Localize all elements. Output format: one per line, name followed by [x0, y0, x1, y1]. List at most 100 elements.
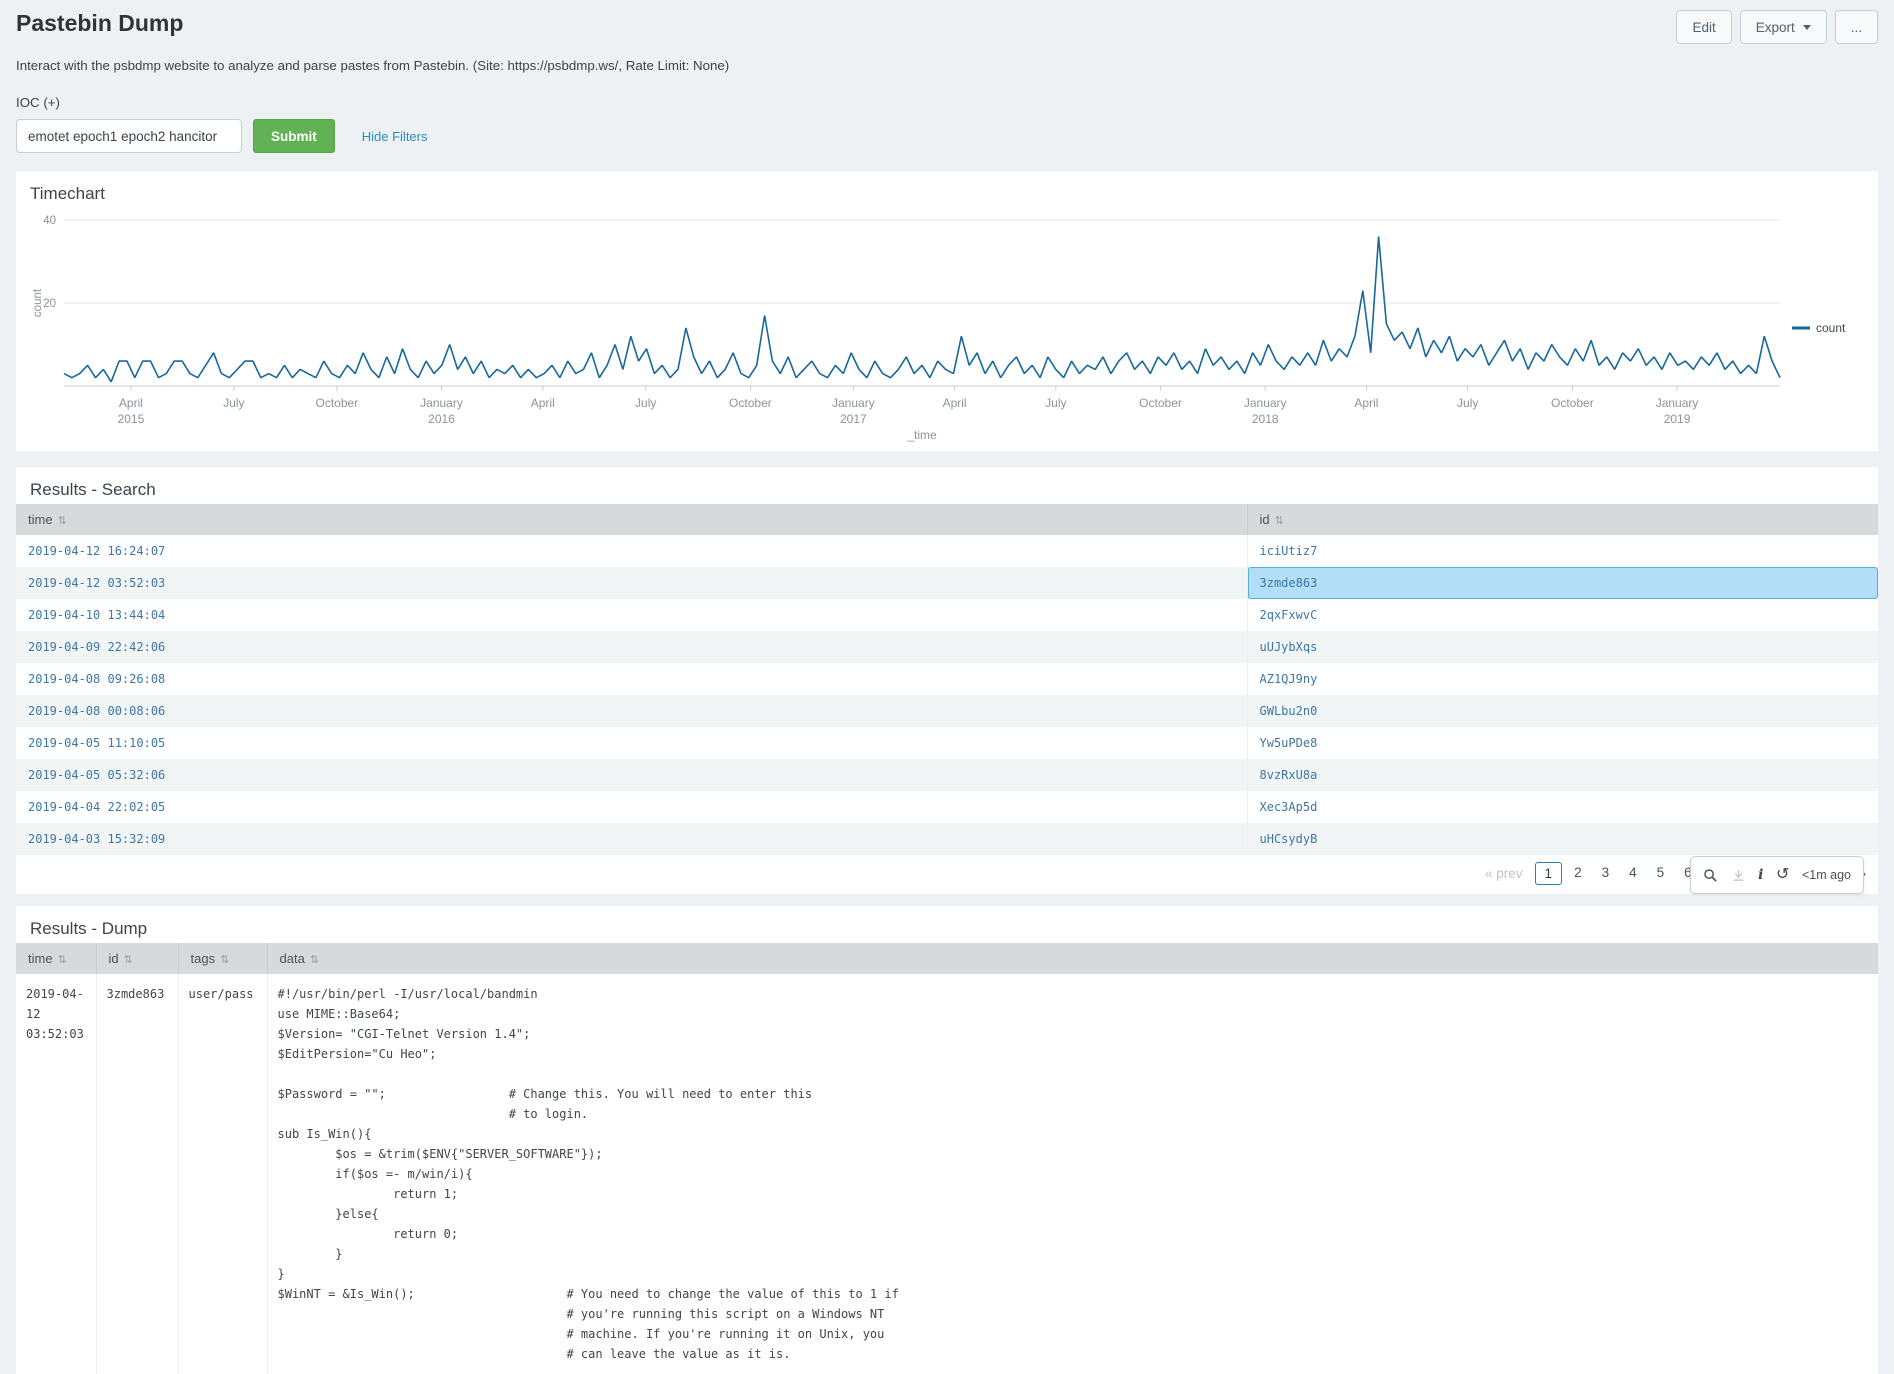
table-row: 2019-04-08 00:08:06 GWLbu2n0 — [16, 695, 1878, 727]
page-button-6[interactable]: 6 — [1684, 865, 1692, 880]
more-button[interactable]: ... — [1834, 10, 1878, 44]
svg-text:April: April — [531, 396, 555, 410]
svg-text:2015: 2015 — [118, 412, 145, 426]
download-icon — [1733, 869, 1743, 881]
search-row-time[interactable]: 2019-04-04 22:02:05 — [16, 791, 1248, 823]
svg-text:October: October — [1139, 396, 1182, 410]
search-row-id[interactable]: Xec3Ap5d — [1259, 800, 1318, 814]
dump-row: 2019-04-12 03:52:03 3zmde863 user/pass #… — [16, 974, 1878, 1374]
export-results-button[interactable] — [1731, 868, 1746, 883]
svg-text:January: January — [1656, 396, 1699, 410]
table-row: 2019-04-10 13:44:04 2qxFxwvC — [16, 599, 1878, 631]
search-row-id[interactable]: 3zmde863 — [1247, 567, 1878, 599]
chevron-down-icon — [1802, 24, 1811, 30]
sort-icon[interactable]: ⇅ — [1274, 515, 1284, 527]
timechart-panel-title: Timechart — [30, 184, 105, 203]
search-row-time[interactable]: 2019-04-10 13:44:04 — [16, 599, 1248, 631]
search-row-time[interactable]: 2019-04-05 11:10:05 — [16, 727, 1248, 759]
column-header-time[interactable]: time ⇅ — [16, 943, 97, 974]
svg-text:count: count — [32, 288, 44, 317]
search-row-id[interactable]: uHCsydyB — [1259, 832, 1318, 846]
search-row-time[interactable]: 2019-04-09 22:42:06 — [16, 631, 1248, 663]
edit-button[interactable]: Edit — [1676, 10, 1732, 44]
sort-icon[interactable]: ⇅ — [220, 954, 230, 966]
svg-text:20: 20 — [43, 298, 56, 310]
search-row-time[interactable]: 2019-04-12 16:24:07 — [16, 535, 1248, 567]
info-icon: i — [1758, 867, 1764, 883]
search-row-id[interactable]: uUJybXqs — [1259, 640, 1318, 654]
filter-controls: Submit Hide Filters — [16, 119, 1878, 153]
svg-text:October: October — [316, 396, 359, 410]
results-dump-title: Results - Dump — [30, 919, 148, 938]
svg-text:count: count — [1816, 321, 1846, 335]
search-row-id[interactable]: Yw5uPDe8 — [1259, 736, 1318, 750]
pagination: « prev 12345678910 next » — [16, 855, 1878, 894]
column-header-tags-label: tags — [190, 951, 216, 966]
search-row-id[interactable]: 8vzRxU8a — [1259, 768, 1318, 782]
panel-hover-toolbar: i ↺ <1m ago — [1690, 856, 1864, 894]
search-row-time[interactable]: 2019-04-08 00:08:06 — [16, 695, 1248, 727]
column-header-data[interactable]: data ⇅ — [267, 943, 1878, 974]
page-button-4[interactable]: 4 — [1629, 865, 1637, 880]
open-in-search-button[interactable] — [1703, 868, 1718, 883]
svg-text:January: January — [1244, 396, 1287, 410]
column-header-time[interactable]: time ⇅ — [16, 504, 1248, 535]
search-row-id[interactable]: 2qxFxwvC — [1259, 608, 1318, 622]
ioc-input[interactable] — [16, 119, 242, 153]
page-button-2[interactable]: 2 — [1574, 865, 1582, 880]
page-button-5[interactable]: 5 — [1656, 865, 1665, 880]
search-row-id[interactable]: AZ1QJ9ny — [1259, 672, 1318, 686]
dump-row-id: 3zmde863 — [96, 974, 179, 1374]
svg-text:2016: 2016 — [428, 412, 455, 426]
results-search-panel: Results - Search time ⇅ id ⇅ 2019-04-12 16… — [16, 467, 1878, 894]
sort-icon[interactable]: ⇅ — [309, 954, 320, 966]
column-header-tags[interactable]: tags ⇅ — [178, 943, 268, 974]
svg-text:January: January — [420, 396, 463, 410]
sort-icon[interactable]: ⇅ — [123, 954, 133, 966]
column-header-data-label: data — [279, 951, 305, 966]
timechart-svg[interactable]: 20 40 April 2015 July October January 2016 April… — [30, 208, 1864, 446]
page-button-1[interactable]: 1 — [1534, 862, 1563, 885]
hide-filters-link[interactable]: Hide Filters — [361, 128, 428, 144]
table-row: 2019-04-05 05:32:06 8vzRxU8a — [16, 759, 1878, 791]
dump-row-data: #!/usr/bin/perl -I/usr/local/bandmin use… — [267, 974, 1878, 1374]
results-dump-panel: Results - Dump time ⇅ id ⇅ tags ⇅ data ⇅ — [16, 906, 1878, 1374]
table-row: 2019-04-09 22:42:06 uUJybXqs — [16, 631, 1878, 663]
column-header-id[interactable]: id ⇅ — [96, 943, 179, 974]
search-row-time[interactable]: 2019-04-03 15:32:09 — [16, 823, 1248, 855]
column-header-id[interactable]: id ⇅ — [1247, 504, 1878, 535]
results-dump-table: time ⇅ id ⇅ tags ⇅ data ⇅ 2019-04-12 03:52:0… — [16, 943, 1878, 1374]
svg-text:July: July — [1457, 396, 1478, 410]
table-row: 2019-04-12 03:52:03 3zmde863 — [16, 567, 1878, 599]
submit-button[interactable]: Submit — [253, 119, 335, 153]
svg-text:July: July — [635, 396, 656, 410]
edit-button-label: Edit — [1692, 19, 1716, 35]
column-header-time-label: time — [28, 951, 53, 966]
svg-text:October: October — [1551, 396, 1594, 410]
search-row-time[interactable]: 2019-04-05 05:32:06 — [16, 759, 1248, 791]
refresh-button[interactable]: ↺ — [1776, 867, 1789, 883]
svg-text:October: October — [729, 396, 772, 410]
prev-page-button[interactable]: « prev — [1485, 866, 1523, 881]
table-row: 2019-04-04 22:02:05 Xec3Ap5d — [16, 791, 1878, 823]
ioc-label: IOC (+) — [16, 95, 60, 110]
export-button[interactable]: Export — [1739, 10, 1827, 44]
column-header-id-label: id — [1259, 512, 1270, 527]
sort-icon[interactable]: ⇅ — [57, 954, 67, 966]
search-row-id[interactable]: GWLbu2n0 — [1259, 704, 1318, 718]
results-search-title: Results - Search — [30, 480, 156, 499]
search-row-id[interactable]: iciUtiz7 — [1259, 544, 1318, 558]
refresh-age-label: <1m ago — [1801, 868, 1851, 882]
svg-text:April: April — [943, 396, 967, 410]
svg-text:April: April — [1354, 396, 1378, 410]
search-row-time[interactable]: 2019-04-08 09:26:08 — [16, 663, 1248, 695]
svg-text:40: 40 — [43, 215, 56, 227]
inspect-button[interactable]: i — [1758, 867, 1763, 883]
page-button-3[interactable]: 3 — [1601, 865, 1610, 880]
dump-row-time: 2019-04-12 03:52:03 — [16, 974, 97, 1374]
sort-icon[interactable]: ⇅ — [57, 515, 67, 527]
table-row: 2019-04-12 16:24:07 iciUtiz7 — [16, 535, 1878, 567]
svg-text:_time: _time — [906, 428, 937, 442]
search-row-time[interactable]: 2019-04-12 03:52:03 — [16, 567, 1248, 599]
search-icon — [1704, 868, 1717, 882]
